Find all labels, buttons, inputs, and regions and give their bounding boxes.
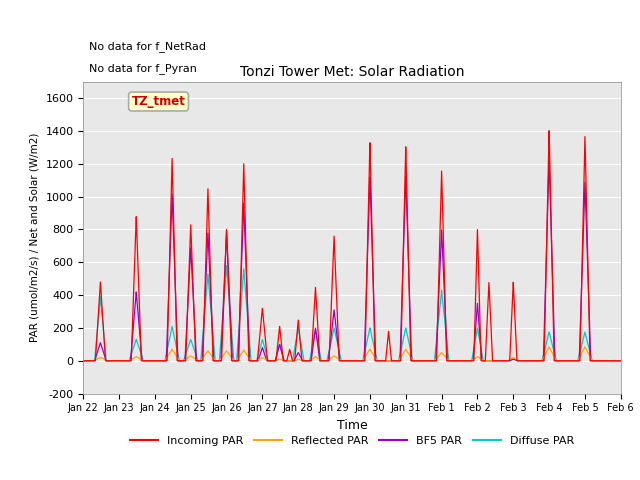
Text: No data for f_NetRad: No data for f_NetRad xyxy=(88,41,205,52)
Line: Reflected PAR: Reflected PAR xyxy=(83,347,621,361)
BF5 PAR xyxy=(421,358,429,364)
Text: TZ_tmet: TZ_tmet xyxy=(132,95,186,108)
Reflected PAR xyxy=(274,357,282,363)
Incoming PAR xyxy=(106,358,114,364)
Reflected PAR xyxy=(79,358,87,364)
BF5 PAR xyxy=(274,348,282,354)
Incoming PAR xyxy=(397,334,405,340)
Y-axis label: PAR (umol/m2/s) / Net and Solar (W/m2): PAR (umol/m2/s) / Net and Solar (W/m2) xyxy=(30,133,40,342)
Reflected PAR xyxy=(617,358,625,364)
Incoming PAR xyxy=(617,358,625,364)
Reflected PAR xyxy=(478,357,486,362)
Line: Diffuse PAR: Diffuse PAR xyxy=(83,265,621,361)
Reflected PAR xyxy=(421,358,429,364)
X-axis label: Time: Time xyxy=(337,419,367,432)
BF5 PAR xyxy=(106,358,114,364)
Incoming PAR xyxy=(79,358,87,364)
Reflected PAR xyxy=(581,344,589,350)
Diffuse PAR xyxy=(421,358,429,364)
Incoming PAR xyxy=(545,128,553,133)
BF5 PAR xyxy=(545,157,553,163)
Incoming PAR xyxy=(421,358,429,364)
Incoming PAR xyxy=(507,341,515,347)
Title: Tonzi Tower Met: Solar Radiation: Tonzi Tower Met: Solar Radiation xyxy=(240,65,464,79)
Incoming PAR xyxy=(274,340,282,346)
BF5 PAR xyxy=(617,358,625,364)
Reflected PAR xyxy=(507,356,515,362)
Reflected PAR xyxy=(397,354,405,360)
Diffuse PAR xyxy=(79,358,87,364)
Incoming PAR xyxy=(478,358,486,364)
BF5 PAR xyxy=(478,358,486,364)
BF5 PAR xyxy=(507,357,515,363)
Diffuse PAR xyxy=(106,358,114,364)
Diffuse PAR xyxy=(274,348,282,354)
Reflected PAR xyxy=(106,358,114,364)
Diffuse PAR xyxy=(478,350,486,356)
Diffuse PAR xyxy=(507,357,515,363)
Diffuse PAR xyxy=(223,263,230,268)
Diffuse PAR xyxy=(617,358,625,364)
Line: BF5 PAR: BF5 PAR xyxy=(83,160,621,361)
Line: Incoming PAR: Incoming PAR xyxy=(83,131,621,361)
BF5 PAR xyxy=(79,358,87,364)
Legend: Incoming PAR, Reflected PAR, BF5 PAR, Diffuse PAR: Incoming PAR, Reflected PAR, BF5 PAR, Di… xyxy=(125,432,579,450)
BF5 PAR xyxy=(397,317,405,323)
Diffuse PAR xyxy=(397,345,405,351)
Text: No data for f_Pyran: No data for f_Pyran xyxy=(88,63,196,74)
